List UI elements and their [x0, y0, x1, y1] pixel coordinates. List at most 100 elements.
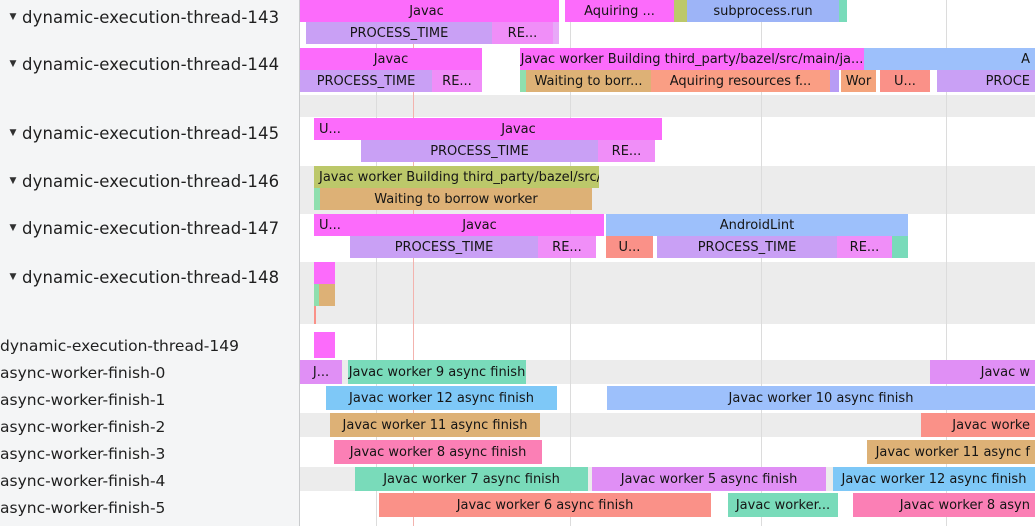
row-label-async-worker-finish-5[interactable]: async-worker-finish-5: [0, 495, 299, 521]
row-label-async-worker-finish-3[interactable]: async-worker-finish-3: [0, 441, 299, 467]
timeline-bar[interactable]: Waiting to borrow worker: [320, 188, 592, 210]
timeline-bar[interactable]: Javac worker 7 async finish: [355, 467, 588, 491]
timeline-bar[interactable]: Javac worker 10 async finish: [607, 386, 1035, 410]
timeline-bar-label: subprocess.run: [713, 3, 813, 19]
timeline-bar-label: RE...: [849, 239, 880, 255]
row-label-async-worker-finish-2[interactable]: async-worker-finish-2: [0, 414, 299, 440]
timeline-bar[interactable]: Aquiring ...: [565, 0, 674, 22]
timeline-bar[interactable]: AndroidLint: [606, 214, 908, 236]
chevron-down-icon[interactable]: ▼: [9, 58, 17, 69]
timeline-bar[interactable]: Javac worker 8 async finish: [334, 440, 542, 464]
row-label-async-worker-finish-1[interactable]: async-worker-finish-1: [0, 387, 299, 413]
timeline-bar[interactable]: [314, 188, 320, 210]
timeline-bar[interactable]: Javac w: [930, 360, 1035, 384]
timeline-bar-label: Javac worker 7 async finish: [383, 471, 560, 487]
timeline-bar[interactable]: Javac worker Building third_party/bazel/…: [520, 48, 864, 70]
timeline-bar[interactable]: Javac worker 11 async finish: [330, 413, 540, 437]
timeline-bar[interactable]: PROCESS_TIME: [350, 236, 538, 258]
timeline-bar[interactable]: [314, 284, 319, 306]
timeline-bar[interactable]: Javac worker Building third_party/bazel/…: [314, 166, 599, 188]
timeline-bar[interactable]: [674, 0, 687, 22]
timeline-bar[interactable]: Javac worker 9 async finish: [348, 360, 526, 384]
chevron-down-icon[interactable]: ▼: [9, 127, 17, 138]
timeline-bar[interactable]: [553, 0, 559, 22]
timeline-bar-label: Javac: [462, 217, 497, 233]
row-label-text: dynamic-execution-thread-149: [0, 337, 239, 355]
timeline-bar[interactable]: PROCESS_TIME: [361, 140, 598, 162]
timeline-bar-label: RE...: [442, 73, 472, 89]
timeline-bar[interactable]: Waiting to borr...: [526, 70, 651, 92]
timeline-bar-label: Javac: [501, 121, 536, 137]
timeline-bar[interactable]: U...: [314, 118, 662, 140]
timeline-bar[interactable]: Javac worker 8 asyn: [853, 493, 1035, 517]
row-label-dynamic-execution-thread-144[interactable]: ▼ dynamic-execution-thread-144: [0, 51, 299, 77]
timeline-bar[interactable]: [830, 70, 839, 92]
timeline-bar-label-overlay: Javac: [355, 214, 604, 236]
row-label-text: async-worker-finish-2: [0, 418, 166, 436]
timeline-bar[interactable]: Javac worker 5 async finish: [592, 467, 826, 491]
timeline-bar[interactable]: RE...: [492, 22, 553, 44]
timeline-bar[interactable]: U...: [314, 214, 604, 236]
timeline-bar-label: U...: [618, 239, 641, 255]
timeline-bar[interactable]: Javac worker 12 async finish: [326, 386, 557, 410]
row-label-async-worker-finish-4[interactable]: async-worker-finish-4: [0, 468, 299, 494]
timeline-bar[interactable]: RE...: [837, 236, 892, 258]
timeline-bar[interactable]: A: [864, 48, 1035, 70]
timeline-bar[interactable]: RE...: [432, 70, 482, 92]
timeline-bar[interactable]: RE...: [538, 236, 596, 258]
timeline-bar-label-overlay: Javac: [375, 118, 662, 140]
timeline-bar-label: PROCE: [985, 73, 1030, 89]
timeline-bar[interactable]: Javac: [300, 48, 482, 70]
row-label-text: dynamic-execution-thread-148: [22, 267, 280, 287]
row-label-async-worker-finish-0[interactable]: async-worker-finish-0: [0, 360, 299, 386]
row-label-dynamic-execution-thread-148[interactable]: ▼ dynamic-execution-thread-148: [0, 264, 299, 290]
timeline-bar-label: U...: [319, 217, 341, 233]
row-label-dynamic-execution-thread-147[interactable]: ▼ dynamic-execution-thread-147: [0, 215, 299, 241]
timeline-bar[interactable]: Javac worker 6 async finish: [379, 493, 711, 517]
timeline-bar[interactable]: [839, 0, 847, 22]
label-pane-divider: [299, 0, 300, 526]
timeline-bar[interactable]: [314, 306, 316, 324]
timeline-bar[interactable]: [314, 262, 335, 284]
timeline-bar-label: Waiting to borrow worker: [374, 191, 538, 207]
timeline-bar[interactable]: Javac worker 12 async finish: [833, 467, 1035, 491]
timeline-bar[interactable]: RE...: [598, 140, 655, 162]
timeline-bar-label: Aquiring resources f...: [669, 73, 812, 89]
timeline-bar[interactable]: PROCE: [937, 70, 1035, 92]
timeline-bar[interactable]: Javac: [300, 0, 553, 22]
timeline-bar[interactable]: subprocess.run: [687, 0, 839, 22]
timeline-bar[interactable]: Javac worker...: [728, 493, 838, 517]
timeline-bar[interactable]: [319, 284, 335, 306]
timeline-bar[interactable]: Javac worker 11 async f: [867, 440, 1035, 464]
timeline-bar[interactable]: U...: [606, 236, 653, 258]
chevron-down-icon[interactable]: ▼: [9, 175, 17, 186]
timeline-bar-label: PROCESS_TIME: [349, 25, 449, 41]
timeline-bar[interactable]: PROCESS_TIME: [657, 236, 837, 258]
chevron-down-icon[interactable]: ▼: [9, 11, 17, 22]
timeline-bar-label: J...: [312, 364, 330, 380]
timeline-bar-label: PROCESS_TIME: [697, 239, 797, 255]
timeline-bar[interactable]: [553, 22, 559, 44]
row-label-dynamic-execution-thread-146[interactable]: ▼ dynamic-execution-thread-146: [0, 168, 299, 194]
row-label-dynamic-execution-thread-145[interactable]: ▼ dynamic-execution-thread-145: [0, 120, 299, 146]
timeline-bar-label: Javac worker 8 async finish: [349, 444, 527, 460]
chevron-down-icon[interactable]: ▼: [9, 271, 17, 282]
timeline-bar-label: A: [1021, 51, 1030, 67]
timeline-bar[interactable]: Aquiring resources f...: [651, 70, 830, 92]
timeline-bar[interactable]: [892, 236, 908, 258]
timeline-bar[interactable]: Wor: [841, 70, 876, 92]
timeline-bar-label: Javac: [373, 51, 409, 67]
timeline-bar-label: U...: [894, 73, 916, 89]
row-label-dynamic-execution-thread-143[interactable]: ▼ dynamic-execution-thread-143: [0, 4, 299, 30]
row-label-dynamic-execution-thread-149[interactable]: dynamic-execution-thread-149: [0, 333, 299, 359]
timeline-bar[interactable]: J...: [300, 360, 342, 384]
timeline-bar[interactable]: [520, 70, 526, 92]
timeline-bar[interactable]: U...: [880, 70, 930, 92]
timeline-bar[interactable]: Javac worke: [921, 413, 1035, 437]
chevron-down-icon[interactable]: ▼: [9, 222, 17, 233]
timeline-track-pane[interactable]: Javac PROCESS_TIME RE... Aquiring ... subpro…: [300, 0, 1035, 526]
timeline-bar[interactable]: PROCESS_TIME: [306, 22, 492, 44]
timeline-bar[interactable]: PROCESS_TIME: [300, 70, 432, 92]
row-label-text: async-worker-finish-3: [0, 445, 166, 463]
timeline-bar[interactable]: [314, 332, 335, 358]
